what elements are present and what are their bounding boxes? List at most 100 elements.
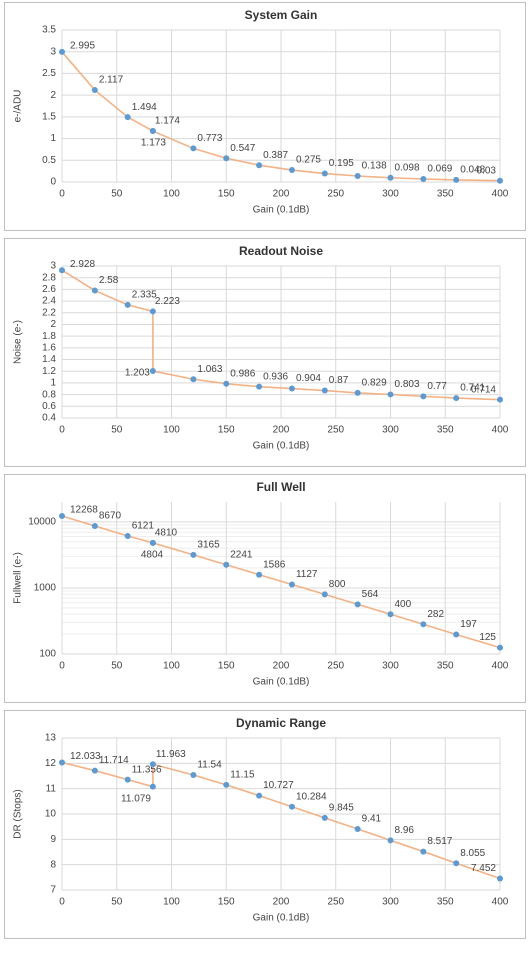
- chart-title: Full Well: [256, 480, 305, 494]
- data-label: 0.77: [427, 381, 447, 392]
- x-tick-label: 300: [382, 661, 399, 672]
- chart-title: System Gain: [245, 8, 318, 22]
- data-label: 8.517: [427, 836, 452, 847]
- data-label: 11.54: [197, 760, 222, 771]
- x-tick-label: 50: [111, 189, 123, 200]
- data-label: 11.356: [132, 764, 162, 775]
- data-point: [190, 771, 197, 778]
- data-point: [124, 532, 131, 539]
- y-tick-label: 1.4: [42, 354, 56, 365]
- x-tick-label: 150: [218, 661, 235, 672]
- data-point: [321, 591, 328, 598]
- data-point: [387, 391, 394, 398]
- data-point: [288, 803, 295, 810]
- y-tick-label: 1: [50, 378, 56, 389]
- y-tick-label: 12: [45, 758, 57, 769]
- data-label: 1586: [263, 559, 286, 570]
- data-point: [354, 389, 361, 396]
- data-label: 9.41: [362, 814, 382, 825]
- data-point: [149, 368, 156, 375]
- data-point: [387, 837, 394, 844]
- y-tick-label: 13: [45, 733, 57, 744]
- x-tick-label: 50: [111, 425, 123, 436]
- data-label: 1.203: [125, 368, 150, 379]
- x-tick-label: 50: [111, 661, 123, 672]
- data-label: 2241: [230, 549, 253, 560]
- x-tick-label: 400: [492, 189, 509, 200]
- data-point: [223, 781, 230, 788]
- data-label: 2.335: [132, 290, 157, 301]
- data-point: [453, 631, 460, 638]
- y-tick-label: 0.6: [42, 401, 56, 412]
- data-label: 8.96: [395, 825, 415, 836]
- y-axis-label: Fullwell (e-): [13, 552, 24, 604]
- y-tick-label: 1.2: [42, 366, 56, 377]
- data-label: 0.936: [263, 371, 288, 382]
- data-point: [354, 825, 361, 832]
- data-point: [354, 173, 361, 180]
- data-point: [149, 783, 156, 790]
- x-tick-label: 200: [273, 897, 290, 908]
- data-label: 12.033: [70, 751, 101, 762]
- y-tick-label: 3: [50, 46, 56, 57]
- data-label: 11.963: [156, 749, 186, 760]
- y-tick-label: 9: [50, 834, 56, 845]
- data-label: 0.547: [230, 143, 255, 154]
- x-axis-label: Gain (0.1dB): [253, 441, 310, 452]
- data-label: 282: [427, 609, 444, 620]
- x-tick-label: 350: [437, 897, 454, 908]
- x-tick-label: 100: [163, 661, 180, 672]
- panel-border: [4, 238, 526, 467]
- data-label: 7.452: [471, 863, 496, 874]
- data-point: [91, 522, 98, 529]
- data-point: [420, 176, 427, 183]
- data-point: [321, 170, 328, 177]
- x-tick-label: 350: [437, 189, 454, 200]
- data-label: 11.15: [230, 770, 255, 781]
- chart-panel: Dynamic Range Gain (0.1dB) DR (Stops) 7 8 9 10…: [4, 710, 526, 939]
- data-label: 4810: [155, 528, 178, 539]
- x-tick-label: 300: [382, 897, 399, 908]
- x-tick-label: 200: [273, 189, 290, 200]
- x-tick-label: 150: [218, 425, 235, 436]
- data-label: 0.904: [296, 373, 321, 384]
- data-point: [149, 128, 156, 135]
- x-tick-label: 200: [273, 425, 290, 436]
- x-tick-label: 150: [218, 897, 235, 908]
- y-axis-label: e-/ADU: [13, 90, 24, 123]
- data-label: 2.58: [99, 275, 119, 286]
- data-label: 197: [460, 619, 477, 630]
- data-point: [256, 571, 263, 578]
- data-label: 0.275: [296, 155, 321, 166]
- data-label: 800: [329, 579, 346, 590]
- data-label: 9.845: [329, 803, 354, 814]
- data-point: [453, 176, 460, 183]
- y-tick-label: 1000: [34, 583, 57, 594]
- x-tick-label: 400: [492, 897, 509, 908]
- x-tick-label: 300: [382, 189, 399, 200]
- data-label: 125: [479, 632, 496, 643]
- data-label: 564: [362, 589, 379, 600]
- x-tick-label: 350: [437, 661, 454, 672]
- data-label: 0.069: [427, 164, 452, 175]
- x-tick-label: 100: [163, 189, 180, 200]
- x-tick-label: 0: [59, 897, 65, 908]
- data-label: 400: [395, 599, 412, 610]
- data-point: [420, 621, 427, 628]
- data-point: [223, 380, 230, 387]
- data-label: 1.173: [141, 138, 166, 149]
- data-label: 0.387: [263, 150, 288, 161]
- data-label: 0.03: [477, 165, 497, 176]
- data-point: [354, 601, 361, 608]
- y-tick-label: 8: [50, 859, 56, 870]
- x-axis-label: Gain (0.1dB): [253, 913, 310, 924]
- y-tick-label: 0.5: [42, 155, 56, 166]
- y-tick-label: 1.5: [42, 111, 56, 122]
- data-point: [124, 776, 131, 783]
- x-tick-label: 300: [382, 425, 399, 436]
- x-tick-label: 0: [59, 661, 65, 672]
- y-axis-label: Noise (e-): [13, 320, 24, 364]
- y-tick-label: 0: [50, 177, 56, 188]
